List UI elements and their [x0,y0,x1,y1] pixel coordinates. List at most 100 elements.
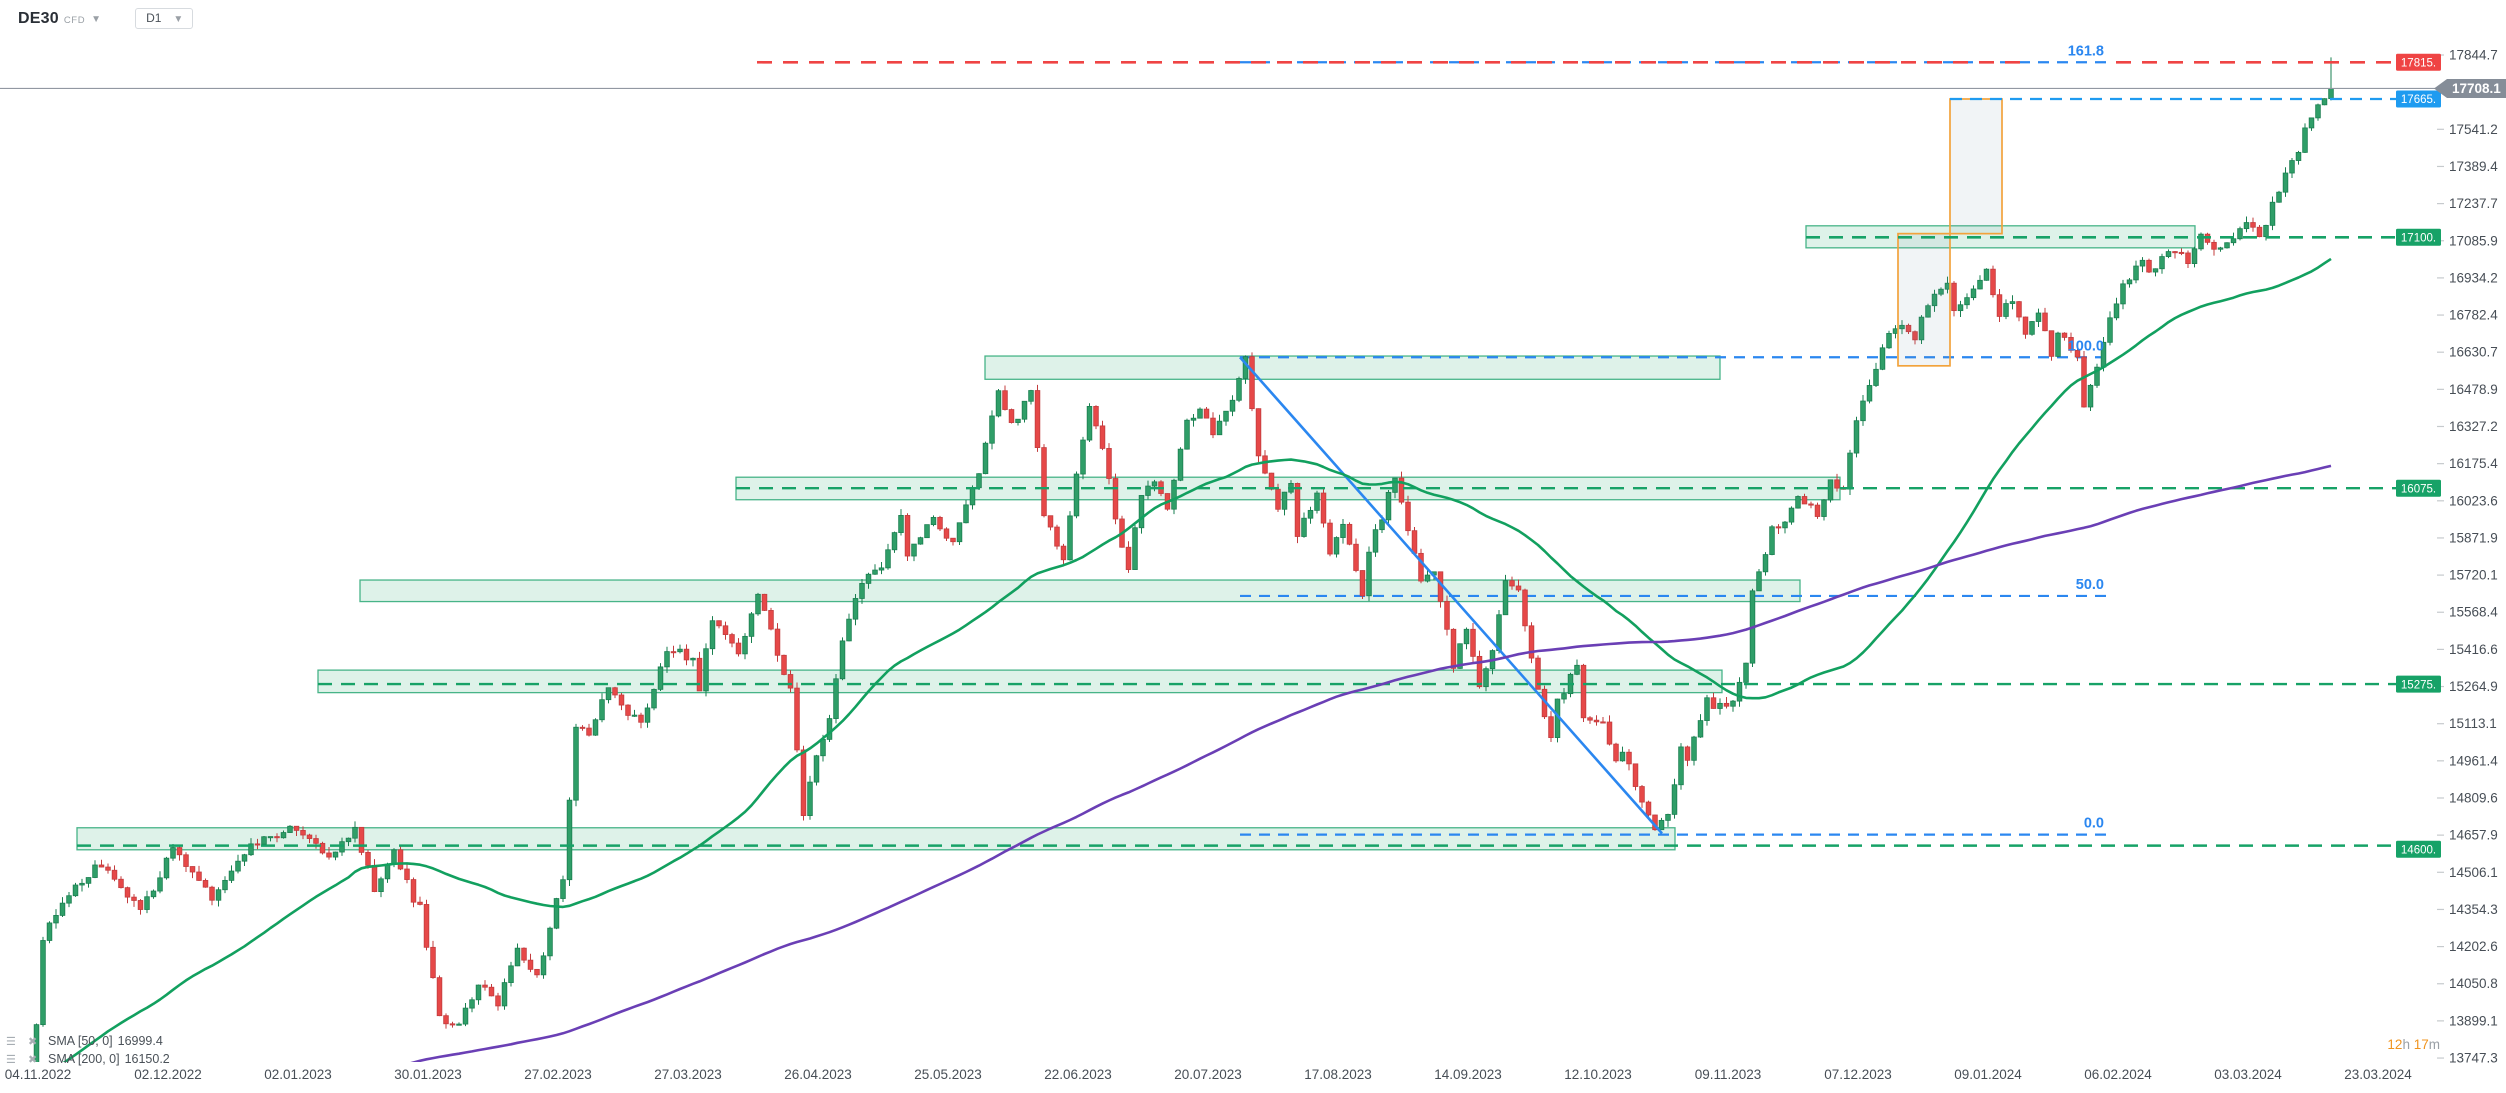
fib-level-label: 100.0 [2068,338,2104,354]
date-tick-label: 14.09.2023 [1434,1067,1502,1082]
price-level-tag [2396,90,2441,108]
date-tick-label: 20.07.2023 [1174,1067,1242,1082]
price-level-tag-label: 14600. [2401,845,2436,857]
measurement-box[interactable] [1949,98,2003,235]
price-tick-label: 15264.9 [2449,679,2498,694]
date-tick-label: 09.11.2023 [1695,1067,1762,1082]
price-tick-label: 15113.1 [2449,716,2497,731]
instrument-header: DE30 CFD ▼ D1 ▼ [18,8,194,29]
chevron-down-icon: ▼ [173,13,184,25]
supply-demand-zone[interactable] [359,579,1801,603]
indicator-remove-icon[interactable]: ✖ [28,1035,38,1048]
price-tick-label: 13899.1 [2449,1013,2498,1028]
date-tick-label: 26.04.2023 [784,1067,852,1082]
supply-demand-zone[interactable] [984,355,1721,380]
measurement-box[interactable] [1897,232,1951,367]
indicator-legend: ☰ ✖ SMA [50, 0] 16999.4 ☰ ✖ SMA [200, 0] 16150… [6,1032,170,1068]
price-tick-label: 14506.1 [2449,865,2498,880]
candles [33,57,2334,1062]
price-tick-label: 16630.7 [2449,345,2498,360]
countdown-minutes: 17 [2413,1037,2429,1052]
indicator-value: 16999.4 [117,1034,163,1048]
indicator-remove-icon[interactable]: ✖ [28,1053,38,1066]
price-level-tag-label: 17665. [2401,94,2436,106]
price-tick-label: 15720.1 [2449,568,2498,583]
date-tick-label: 04.11.2022 [5,1067,72,1082]
price-tick-label: 14202.6 [2449,939,2498,954]
date-tick-label: 22.06.2023 [1044,1067,1112,1082]
indicator-label: SMA [200, 0] [48,1052,120,1066]
current-price-tag-label: 17708.1 [2452,81,2501,96]
candle-countdown: 12h 17m [2345,1037,2440,1052]
date-tick-label: 25.05.2023 [914,1067,982,1082]
date-tick-label: 23.03.2024 [2344,1067,2412,1082]
chevron-down-icon[interactable]: ▼ [91,14,102,25]
indicator-row-sma50: ☰ ✖ SMA [50, 0] 16999.4 [6,1032,170,1050]
date-tick-label: 27.02.2023 [524,1067,592,1082]
date-tick-label: 07.12.2023 [1824,1067,1892,1082]
price-tick-label: 16934.2 [2449,270,2498,285]
current-price-tag [2434,78,2506,98]
date-tick-label: 09.01.2024 [1954,1067,2022,1082]
price-tick-label: 17237.7 [2449,196,2498,211]
timeframe-dropdown[interactable]: D1 ▼ [135,8,194,29]
price-tick-label: 16782.4 [2449,308,2498,323]
price-tick-label: 14050.8 [2449,976,2498,991]
price-tick-label: 14961.4 [2449,753,2498,768]
price-tick-label: 17085.9 [2449,233,2498,248]
indicator-settings-icon[interactable]: ☰ [6,1053,16,1066]
countdown-hours: 12 [2387,1037,2403,1052]
fib-level-label: 161.8 [2068,43,2104,59]
price-level-tag-label: 17100. [2401,233,2436,245]
price-level-tag [2396,840,2441,858]
timeframe-value: D1 [146,11,162,25]
price-tick-label: 15416.6 [2449,642,2498,657]
date-tick-label: 12.10.2023 [1564,1067,1632,1082]
price-level-tag [2396,228,2441,246]
price-level-tag-label: 16075. [2401,483,2436,495]
supply-demand-zone[interactable] [76,827,1676,851]
sma-200-line[interactable] [30,464,2332,1093]
price-level-tag-label: 15275. [2401,679,2436,691]
date-tick-label: 06.02.2024 [2084,1067,2152,1082]
indicator-settings-icon[interactable]: ☰ [6,1035,16,1048]
plot-area[interactable] [28,57,2410,1093]
trend-line[interactable] [1239,356,1663,835]
indicator-row-sma200: ☰ ✖ SMA [200, 0] 16150.2 [6,1050,170,1068]
sma-50-line[interactable] [30,257,2332,1080]
price-tick-label: 14657.9 [2449,828,2498,843]
price-tick-label: 13747.3 [2449,1051,2498,1066]
indicator-label: SMA [50, 0] [48,1034,113,1048]
date-tick-label: 02.01.2023 [264,1067,332,1082]
price-tick-label: 15871.9 [2449,530,2498,545]
date-tick-label: 27.03.2023 [654,1067,722,1082]
countdown-hours-unit: h [2402,1037,2410,1052]
price-tick-label: 14354.3 [2449,902,2498,917]
price-level-tag [2396,675,2441,693]
price-tick-label: 15568.4 [2449,605,2498,620]
fib-level-label: 50.0 [2076,577,2104,593]
price-tick-label: 14809.6 [2449,790,2498,805]
date-tick-label: 03.03.2024 [2214,1067,2282,1082]
instrument-market-type: CFD [63,14,86,26]
price-tick-label: 16327.2 [2449,419,2498,434]
date-tick-label: 02.12.2022 [134,1067,202,1082]
date-tick-label: 17.08.2023 [1304,1067,1372,1082]
price-level-tag-label: 17815. [2401,57,2436,69]
price-tick-label: 17389.4 [2449,159,2498,174]
date-tick-label: 30.01.2023 [394,1067,462,1082]
fib-level-label: 0.0 [2084,816,2104,832]
price-tick-label: 17541.2 [2449,122,2498,137]
price-level-tag [2396,53,2441,71]
indicator-value: 16150.2 [124,1052,170,1066]
instrument-symbol[interactable]: DE30 [18,9,59,27]
price-tick-label: 16023.6 [2449,493,2498,508]
countdown-minutes-unit: m [2428,1037,2440,1052]
price-tick-label: 16478.9 [2449,382,2498,397]
price-tick-label: 17844.7 [2449,48,2498,63]
price-level-tag [2396,479,2441,497]
price-tick-label: 16175.4 [2449,456,2498,471]
supply-demand-zone[interactable] [317,669,1723,694]
